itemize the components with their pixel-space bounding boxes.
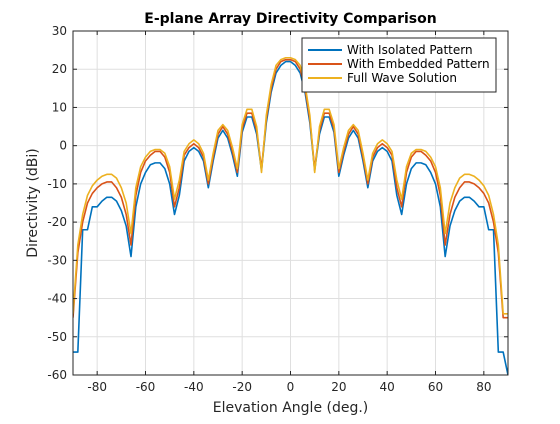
ticks: -80 -60 -40 -20 0 20 40 60 80 -60 -50 -40 -30 -20 -10 0…	[47, 24, 508, 394]
x-axis-label: Elevation Angle (deg.)	[213, 400, 369, 416]
x-tick-label: 60	[428, 380, 443, 394]
y-tick-label: 30	[52, 24, 67, 38]
series-line-2	[73, 58, 508, 319]
y-tick-label: -50	[47, 330, 67, 344]
x-tick-label: -40	[184, 380, 204, 394]
x-tick-label: 80	[476, 380, 491, 394]
y-tick-label: -30	[47, 253, 67, 267]
x-tick-label: 40	[380, 380, 395, 394]
series-layer	[73, 56, 508, 375]
x-tick-label: -20	[232, 380, 252, 394]
y-tick-label: 0	[59, 139, 67, 153]
y-tick-label: -10	[47, 177, 67, 191]
x-tick-label: 0	[287, 380, 295, 394]
y-tick-label: -60	[47, 368, 67, 382]
y-tick-label: 10	[52, 100, 67, 114]
chart-title: E-plane Array Directivity Comparison	[144, 11, 436, 27]
series-line-1	[73, 60, 508, 375]
series-line-3	[73, 56, 508, 315]
legend-label-2: With Embedded Pattern	[347, 57, 490, 71]
x-tick-label: -60	[136, 380, 156, 394]
y-tick-label: 20	[52, 62, 67, 76]
y-tick-label: -40	[47, 292, 67, 306]
x-tick-label: -80	[87, 380, 107, 394]
legend-label-3: Full Wave Solution	[347, 71, 457, 85]
x-tick-label: 20	[331, 380, 346, 394]
y-tick-label: -20	[47, 215, 67, 229]
y-axis-label: Directivity (dBi)	[25, 148, 41, 258]
legend-label-1: With Isolated Pattern	[347, 43, 473, 57]
